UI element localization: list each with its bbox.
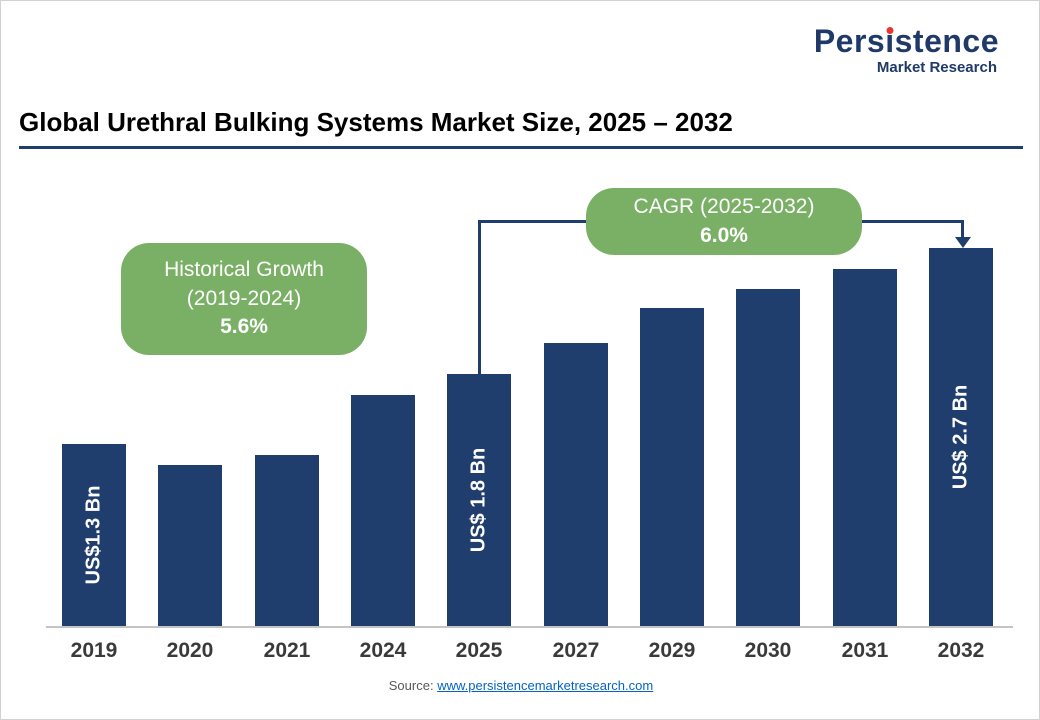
bar-2032: US$ 2.7 Bn (929, 248, 993, 626)
bar-2024 (351, 395, 415, 626)
historical-growth-label: Historical Growth (164, 258, 324, 282)
bar-2031 (833, 269, 897, 626)
x-tick-2021: 2021 (263, 639, 311, 662)
bar-2019: US$1.3 Bn (62, 444, 126, 626)
cagr-label: CAGR (2025-2032) (633, 195, 815, 219)
arrow-down-icon (955, 237, 971, 248)
connector-line-left (478, 220, 589, 223)
x-tick-2019: 2019 (70, 639, 118, 662)
bar-2029 (640, 308, 704, 626)
pmr-logo-subtitle: Market Research (876, 59, 997, 76)
connector-line-2032 (961, 220, 964, 238)
bar-value-label-2019: US$1.3 Bn (82, 485, 105, 585)
pmr-logo-wordmark: Persistence (814, 25, 999, 57)
bar-value-label-2025: US$ 1.8 Bn (467, 447, 490, 553)
historical-growth-value: 5.6% (220, 315, 268, 339)
x-tick-2020: 2020 (166, 639, 214, 662)
title-underline (19, 146, 1023, 149)
bar-2027 (544, 343, 608, 626)
x-tick-2030: 2030 (744, 639, 792, 662)
bar-2030 (736, 289, 800, 626)
connector-line-2025 (478, 220, 481, 374)
bar-value-label-2032: US$ 2.7 Bn (949, 384, 972, 490)
page-title: Global Urethral Bulking Systems Market S… (19, 107, 733, 137)
source-prefix: Source: (388, 678, 438, 693)
bar-2020 (158, 465, 222, 626)
historical-growth-range: (2019-2024) (186, 286, 302, 310)
cagr-value: 6.0% (700, 223, 748, 247)
bar-2025: US$ 1.8 Bn (447, 374, 511, 626)
source-note: Source: www.persistencemarketresearch.co… (1, 678, 1039, 693)
pmr-logo: Persistence Market Research (814, 25, 999, 76)
x-tick-2031: 2031 (841, 639, 889, 662)
historical-growth-callout: Historical Growth (2019-2024) 5.6% (121, 243, 367, 355)
cagr-callout: CAGR (2025-2032) 6.0% (586, 188, 862, 255)
x-axis (46, 626, 1013, 628)
x-tick-2032: 2032 (937, 639, 985, 662)
x-tick-2024: 2024 (359, 639, 407, 662)
connector-line-right (859, 220, 964, 223)
source-link[interactable]: www.persistencemarketresearch.com (437, 678, 654, 693)
logo-text-pre: Pers (813, 23, 886, 59)
x-tick-2027: 2027 (552, 639, 600, 662)
x-tick-2025: 2025 (455, 639, 503, 662)
logo-text-post: stence (894, 23, 999, 59)
logo-red-dot-i: i (885, 23, 895, 59)
bar-2021 (255, 455, 319, 626)
x-tick-2029: 2029 (648, 639, 696, 662)
